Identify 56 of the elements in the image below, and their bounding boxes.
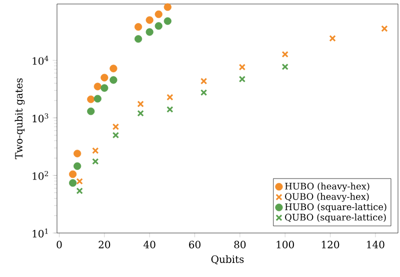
point: [69, 179, 77, 187]
y-tick-label: 10$^{2}$: [32, 170, 48, 180]
point: [200, 78, 208, 84]
legend-label: HUBO (heavy-hex): [285, 182, 370, 192]
point: [100, 74, 108, 82]
x-tick-label: 40: [144, 240, 156, 248]
point: [112, 123, 120, 130]
point: [76, 187, 83, 194]
point: [164, 17, 172, 25]
point: [282, 50, 288, 58]
point: [154, 22, 162, 30]
point: [381, 25, 388, 32]
x-tick-label: 100: [276, 240, 294, 248]
x-tick-label: 140: [367, 240, 384, 248]
point: [74, 150, 82, 158]
point: [282, 63, 288, 70]
y-tick-label: 10$^{3}$: [32, 113, 48, 122]
point: [166, 106, 174, 113]
legend-label: QUBO (square-lattice): [285, 214, 386, 222]
point: [110, 76, 118, 84]
y-axis-title: Two-qubit gates: [14, 78, 25, 160]
point: [329, 35, 336, 42]
x-axis-title: Qubits: [211, 255, 244, 264]
legend-label: HUBO (square-lattice): [285, 203, 386, 212]
point: [87, 107, 95, 116]
point: [110, 64, 118, 72]
point: [69, 170, 77, 178]
y-tick-label: 10$^{4}$: [32, 56, 48, 65]
point: [92, 147, 99, 154]
point: [146, 28, 154, 36]
x-tick-label: 60: [189, 240, 200, 248]
point: [92, 158, 99, 165]
point: [134, 35, 142, 43]
point: [134, 23, 142, 31]
point: [166, 94, 174, 101]
point: [74, 162, 82, 170]
point: [164, 3, 172, 11]
x-tick-label: 120: [322, 240, 340, 248]
x-tick-label: 80: [234, 240, 246, 248]
point: [112, 132, 120, 139]
point: [238, 76, 246, 83]
point: [76, 178, 83, 185]
point: [154, 10, 162, 18]
point: [200, 89, 208, 96]
point: [87, 96, 95, 104]
x-tick-label: 0: [56, 240, 62, 248]
point: [94, 94, 102, 103]
point: [238, 64, 246, 70]
x-tick-label: 20: [98, 240, 110, 248]
y-tick-label: 10$^{1}$: [32, 228, 48, 238]
legend-label: QUBO (heavy-hex): [285, 192, 369, 202]
point: [94, 82, 102, 90]
point: [137, 110, 144, 117]
point: [146, 16, 154, 24]
point: [100, 84, 108, 92]
point: [137, 100, 144, 108]
